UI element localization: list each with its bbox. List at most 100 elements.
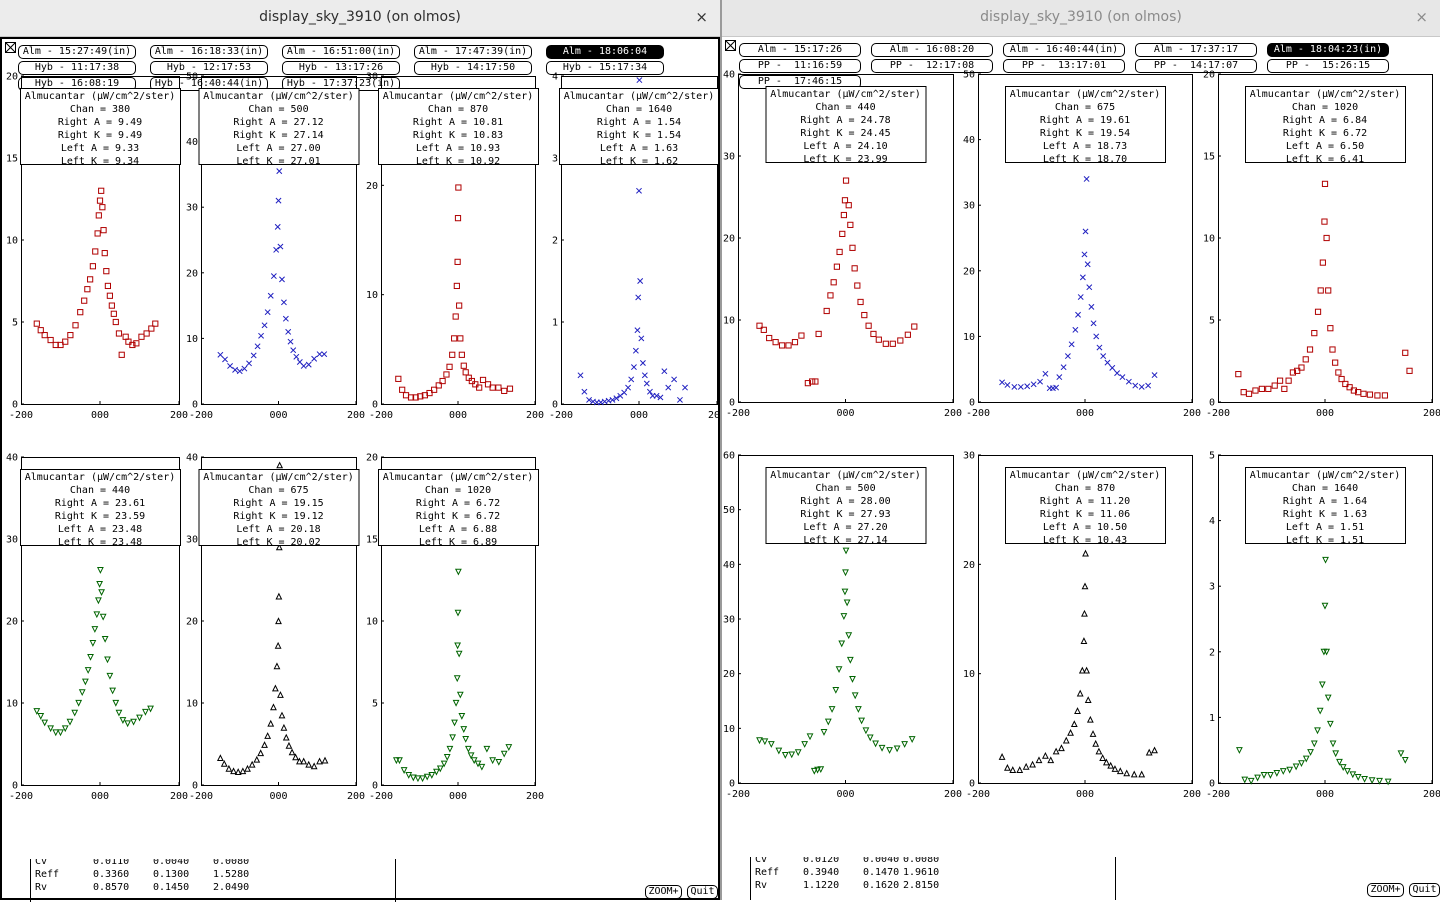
zoom-button[interactable]: ZOOM+ [645,885,682,899]
time-button[interactable]: PP - 13:17:01 [1003,59,1125,73]
quit-button[interactable]: Quit [1409,883,1440,897]
quit-button[interactable]: Quit [687,885,718,899]
time-button[interactable]: Hyb - 14:17:50 [414,61,532,75]
data-point [870,330,877,338]
data-point [842,547,850,555]
data-point [1325,287,1332,294]
time-button[interactable]: Alm - 18:06:04 [546,45,664,59]
data-point [1095,747,1103,755]
data-point [1052,747,1060,755]
chart: 0 10 20 30 40 -200 000 200 Almucantar (µW/cm^2/s… [186,453,365,803]
data-point [253,755,261,763]
data-point [1254,774,1261,782]
data-point [1406,367,1413,374]
data-point [665,384,672,391]
stats-cell: 0.0120 [803,857,840,865]
data-point [446,363,453,370]
time-button[interactable]: PP - 14:17:07 [1135,59,1257,73]
time-button[interactable]: Alm - 16:08:20 [871,43,993,57]
data-point [449,734,457,742]
data-point [621,389,628,396]
data-point [115,709,123,717]
data-point [830,279,837,286]
stats-cell: Rv [35,882,48,893]
data-point [1009,766,1017,773]
data-point [271,684,279,692]
y-tick-label: 0 [12,781,18,792]
data-point [227,362,234,369]
time-button[interactable]: Hyb - 15:17:34 [546,61,664,75]
data-point [1086,284,1093,291]
data-point [433,768,440,776]
time-button[interactable]: PP - 11:16:59 [739,59,861,73]
time-button[interactable]: Alm - 16:18:33(in) [150,45,268,59]
data-point [1332,750,1340,758]
data-point [458,713,466,720]
title-bar[interactable]: display_sky_3910 (on olmos) × [722,0,1440,37]
time-button[interactable]: Alm - 18:04:23(in) [1267,43,1389,57]
data-point [1321,180,1329,187]
x-tick-label: -200 [189,410,213,421]
data-point [495,758,503,766]
data-point [1361,775,1368,783]
time-button[interactable]: Alm - 16:51:00(in) [282,45,400,59]
close-box-icon[interactable] [5,42,16,53]
data-point [104,282,112,290]
time-button[interactable]: Hyb - 12:17:53 [150,61,268,75]
y-tick-label: 30 [186,203,198,214]
legend-text: Right A = 9.49 [58,117,142,128]
data-point [1151,746,1158,754]
data-point [62,338,69,345]
data-point [1285,377,1292,384]
data-point [467,752,475,760]
data-point [274,223,281,230]
data-point [1346,384,1353,391]
data-point [1317,287,1324,294]
title-bar[interactable]: display_sky_3910 (on olmos) × [0,0,720,37]
x-tick-label: 000 [630,410,648,421]
data-point [61,725,69,733]
time-button[interactable]: Alm - 16:40:44(in) [1003,43,1125,57]
legend-text: Chan = 440 [70,485,130,496]
data-point [646,388,653,395]
y-tick-label: 50 [186,72,198,83]
time-button[interactable]: Alm - 17:47:39(in) [414,45,532,59]
data-point [454,568,462,576]
zoom-button[interactable]: ZOOM+ [1367,883,1404,897]
legend-box [378,469,539,546]
data-point [1138,383,1145,390]
time-button[interactable]: PP - 12:17:08 [871,59,993,73]
data-point [1279,768,1287,775]
data-point [250,352,257,359]
time-button[interactable]: Alm - 17:37:17 [1135,43,1257,57]
data-point [103,268,110,275]
time-button[interactable]: Hyb - 13:17:26 [282,61,400,75]
data-point [454,609,462,617]
legend-text: Chan = 1020 [1292,102,1358,113]
time-button[interactable]: Alm - 15:17:26 [739,43,861,57]
time-button[interactable]: Alm - 15:27:49(in) [18,45,136,59]
plot-frame [201,76,357,405]
close-icon[interactable]: × [1415,8,1428,26]
data-point [446,745,454,753]
y-tick-label: 40 [6,453,18,464]
close-icon[interactable]: × [695,8,708,26]
data-point [293,353,300,360]
time-button[interactable]: Hyb - 11:17:38 [18,61,136,75]
x-tick-label: 200 [526,791,544,802]
data-point [230,767,237,775]
data-point [1321,218,1328,225]
x-tick-label: -200 [726,408,750,419]
data-point [1083,176,1090,182]
close-box-icon[interactable] [725,40,736,51]
data-point [1235,747,1243,754]
time-button[interactable]: PP - 17:46:15 [739,75,861,89]
data-point [436,765,444,773]
data-point [1058,744,1065,752]
data-point [778,342,786,349]
data-point [901,741,909,748]
data-point [857,298,864,306]
data-point [1053,384,1060,391]
time-button[interactable]: PP - 15:26:15 [1267,59,1389,73]
data-point [462,369,469,376]
